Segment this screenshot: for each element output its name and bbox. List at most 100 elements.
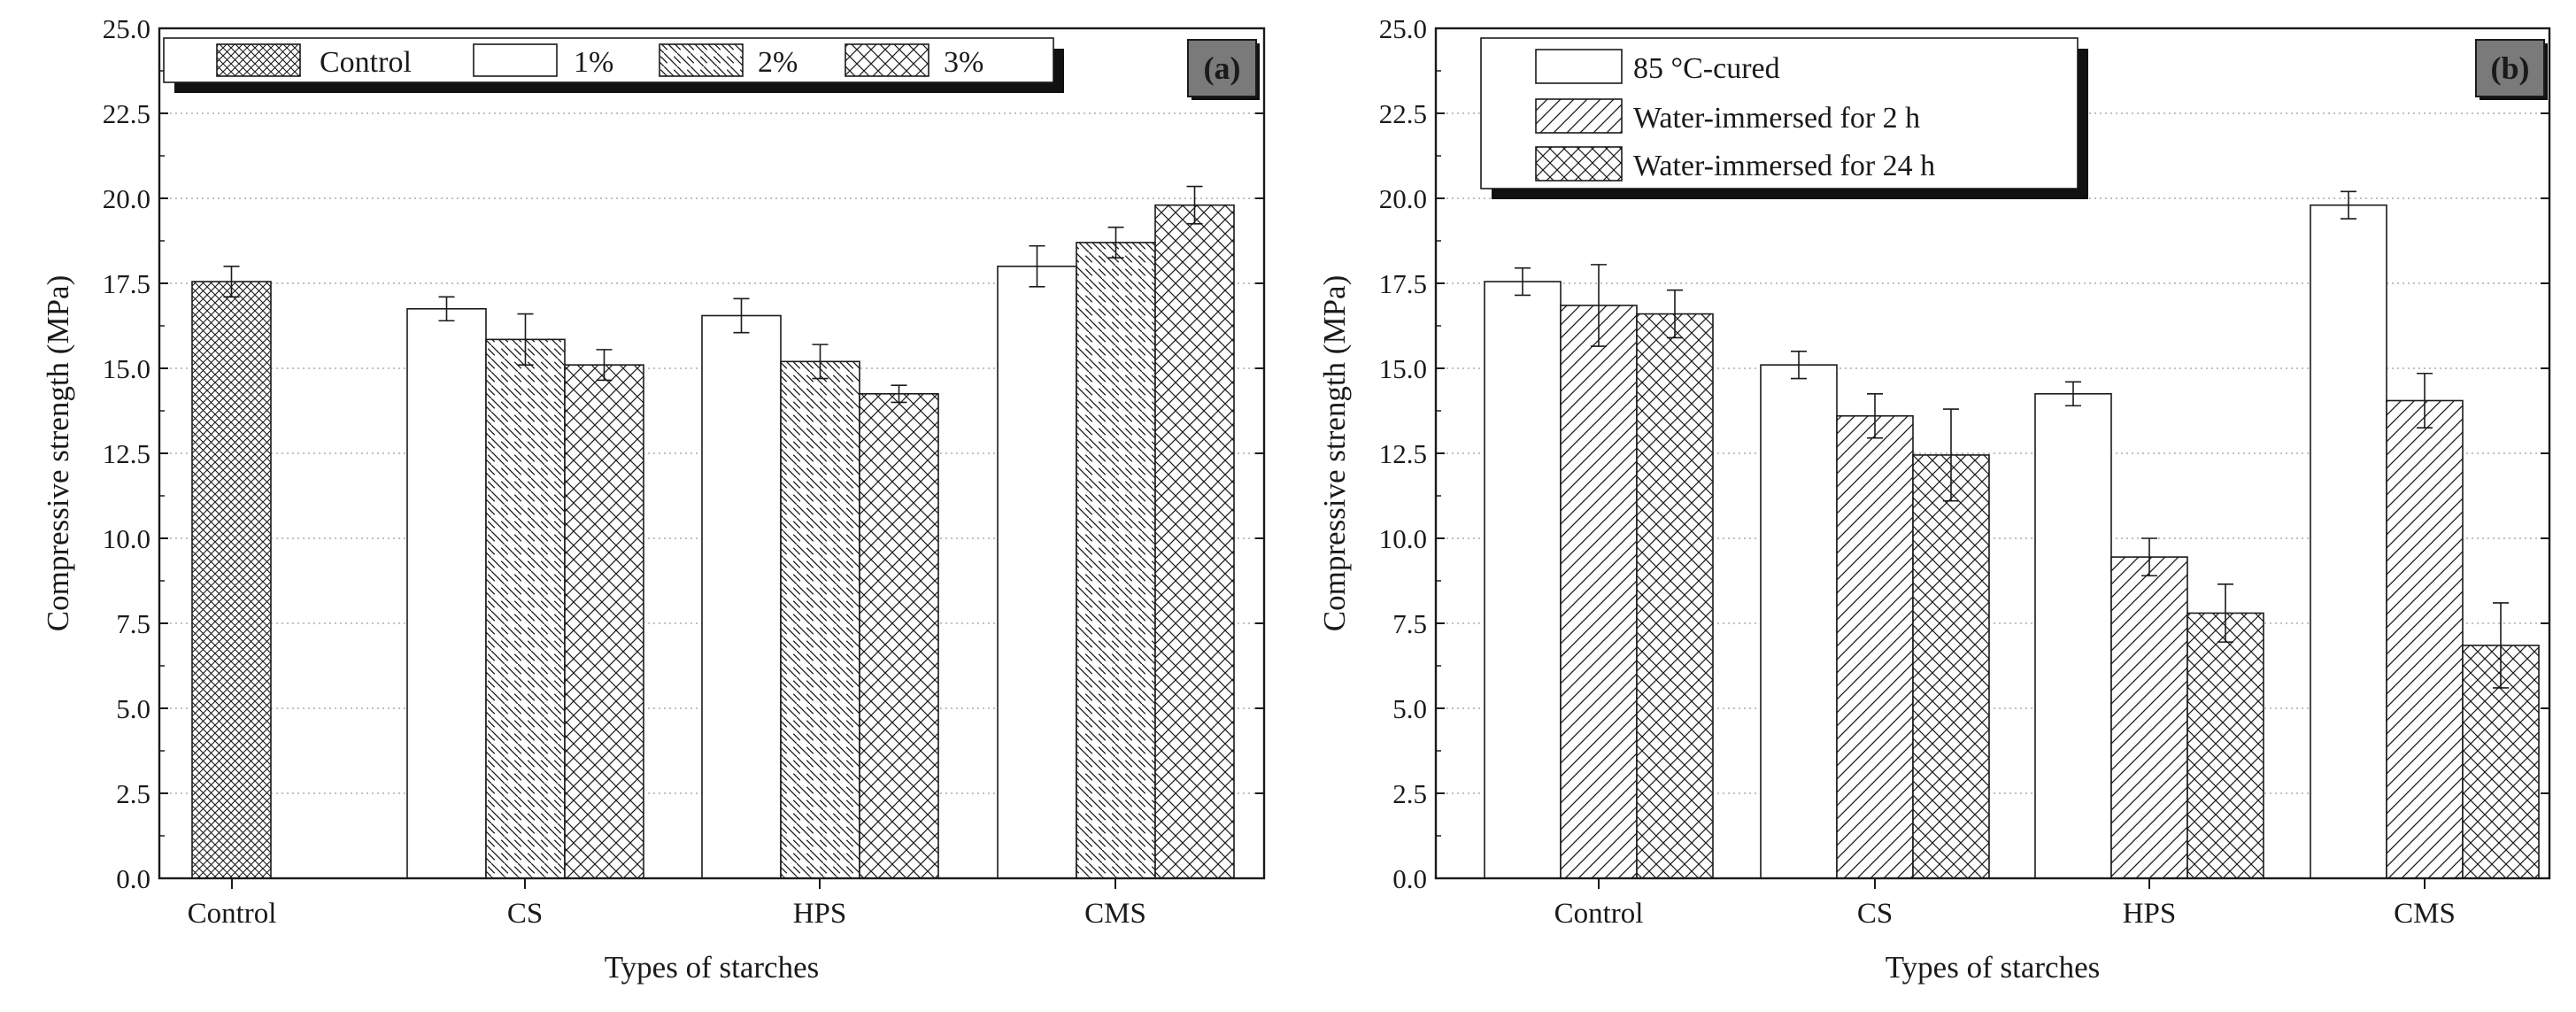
bar-control-2 — [1560, 305, 1638, 879]
bar-cs-3 — [485, 338, 566, 879]
panel-label: (b) — [2475, 39, 2548, 100]
bar-cs-4 — [564, 364, 644, 879]
x-tick-label-hps: HPS — [2123, 898, 2177, 930]
y-tick-label: 17.5 — [103, 268, 150, 299]
bar-cs-1 — [1760, 364, 1838, 879]
bar-hps-3 — [780, 360, 860, 879]
legend-swatch — [473, 43, 558, 77]
panel-label-text: (b) — [2491, 50, 2530, 86]
y-tick-label: 0.0 — [116, 863, 150, 894]
bar-hps-4 — [859, 392, 939, 879]
chart-b: 0.0 2.5 5.0 7.5 10.0 12.5 15.0 17.5 20.0 22.5 25.0… — [1317, 13, 2551, 985]
error-bar — [223, 265, 240, 298]
bar-cs-2 — [406, 307, 487, 879]
error-bar — [891, 384, 907, 404]
panel-label-box — [1187, 39, 1257, 97]
x-tick-label-control: Control — [188, 898, 277, 930]
y-tick-label: 12.5 — [103, 438, 150, 469]
error-bar — [1515, 267, 1531, 297]
y-tick-label: 17.5 — [1379, 268, 1427, 299]
bar-cs-3 — [1912, 454, 1990, 879]
x-tick-label-cs: CS — [1857, 898, 1893, 930]
error-bar — [596, 349, 613, 382]
legend-swatch — [1535, 98, 1623, 134]
y-tick-label: 7.5 — [1392, 608, 1427, 639]
legend-item: 2% — [659, 43, 798, 79]
error-bar — [1107, 226, 1124, 259]
legend-swatch — [216, 43, 301, 77]
legend-swatch — [845, 43, 929, 77]
bar-cms-1 — [2310, 204, 2387, 879]
bar-hps-3 — [2187, 612, 2264, 879]
y-tick-label: 12.5 — [1379, 438, 1427, 469]
legend-swatch — [1535, 146, 1623, 182]
error-bar — [438, 296, 455, 322]
error-bar — [812, 344, 829, 380]
y-tick-label: 15.0 — [1379, 353, 1427, 384]
legend-label: 1% — [574, 46, 613, 79]
legend-label: 85 °C-cured — [1633, 52, 1780, 85]
legend-label: Water-immersed for 24 h — [1633, 150, 1935, 182]
bar-cms-4 — [1154, 204, 1235, 879]
bar-cms-2 — [997, 265, 1077, 879]
bar-cms-3 — [1076, 242, 1156, 879]
legend-item: Water-immersed for 2 h — [1535, 98, 1920, 135]
y-tick-label: 22.5 — [1379, 98, 1427, 129]
panel-label: (a) — [1187, 39, 1260, 100]
legend-item: 3% — [845, 43, 983, 79]
bar-control-1 — [191, 281, 272, 879]
panel-label-box — [2475, 39, 2545, 97]
x-axis-label: Types of starches — [1886, 950, 2100, 985]
y-tick-label: 2.5 — [116, 778, 150, 809]
legend: Control 1% 2% 3% — [163, 37, 1064, 93]
chart-a: 0.0 2.5 5.0 7.5 10.0 12.5 15.0 17.5 20.0 22.5 25.0… — [41, 13, 1266, 985]
chart-panel-a: 0.0 2.5 5.0 7.5 10.0 12.5 15.0 17.5 20.0 22.5 25.0… — [0, 0, 1288, 1008]
legend-swatch — [1535, 49, 1623, 84]
y-tick-label: 0.0 — [1392, 863, 1427, 894]
y-tick-label: 5.0 — [116, 693, 150, 724]
bar-cs-2 — [1836, 414, 1914, 879]
legend-item: Control — [216, 43, 412, 79]
chart-panel-b: 0.0 2.5 5.0 7.5 10.0 12.5 15.0 17.5 20.0 22.5 25.0… — [1288, 0, 2576, 1008]
legend-item: Water-immersed for 24 h — [1535, 146, 1935, 182]
y-tick-label: 25.0 — [1379, 13, 1427, 44]
error-bar — [2493, 602, 2509, 689]
bar-hps-2 — [2110, 556, 2188, 879]
legend: 85 °C-cured Water-immersed for 2 h Water-i… — [1480, 37, 2088, 199]
y-tick-label: 5.0 — [1392, 693, 1427, 724]
legend-item: 85 °C-cured — [1535, 49, 1780, 85]
bar-hps-2 — [701, 314, 782, 879]
y-tick-label: 20.0 — [1379, 183, 1427, 214]
error-bar — [1029, 244, 1045, 288]
legend-swatch — [659, 43, 744, 77]
x-tick-label-cms: CMS — [1084, 898, 1146, 930]
legend-label: 3% — [944, 46, 983, 79]
error-bar — [1591, 264, 1607, 347]
x-tick-label-control: Control — [1554, 898, 1644, 930]
x-axis-label: Types of starches — [605, 950, 819, 985]
y-tick-label: 25.0 — [103, 13, 150, 44]
y-tick-label: 7.5 — [116, 608, 150, 639]
error-bar — [2341, 190, 2356, 220]
y-tick-label: 10.0 — [103, 523, 150, 554]
y-tick-label: 10.0 — [1379, 523, 1427, 554]
y-axis-label: Compressive strength (MPa) — [1317, 275, 1352, 631]
y-axis-label: Compressive strength (MPa) — [41, 275, 75, 631]
bar-cms-2 — [2386, 399, 2464, 879]
legend-item: 1% — [473, 43, 613, 79]
error-bar — [1867, 392, 1883, 439]
y-tick-label: 22.5 — [103, 98, 150, 129]
legend-label: Water-immersed for 2 h — [1633, 102, 1920, 135]
legend-label: Control — [320, 46, 412, 79]
legend-label: 2% — [758, 46, 798, 79]
error-bar — [1791, 350, 1807, 380]
error-bar — [2417, 372, 2433, 429]
error-bar — [2065, 381, 2081, 407]
x-tick-label-cms: CMS — [2394, 898, 2456, 930]
bar-control-3 — [1636, 313, 1714, 879]
error-bar — [1943, 408, 1959, 502]
error-bar — [1186, 185, 1203, 225]
bar-control-1 — [1484, 281, 1562, 879]
error-bar — [517, 313, 534, 366]
panel-label-text: (a) — [1204, 50, 1241, 86]
